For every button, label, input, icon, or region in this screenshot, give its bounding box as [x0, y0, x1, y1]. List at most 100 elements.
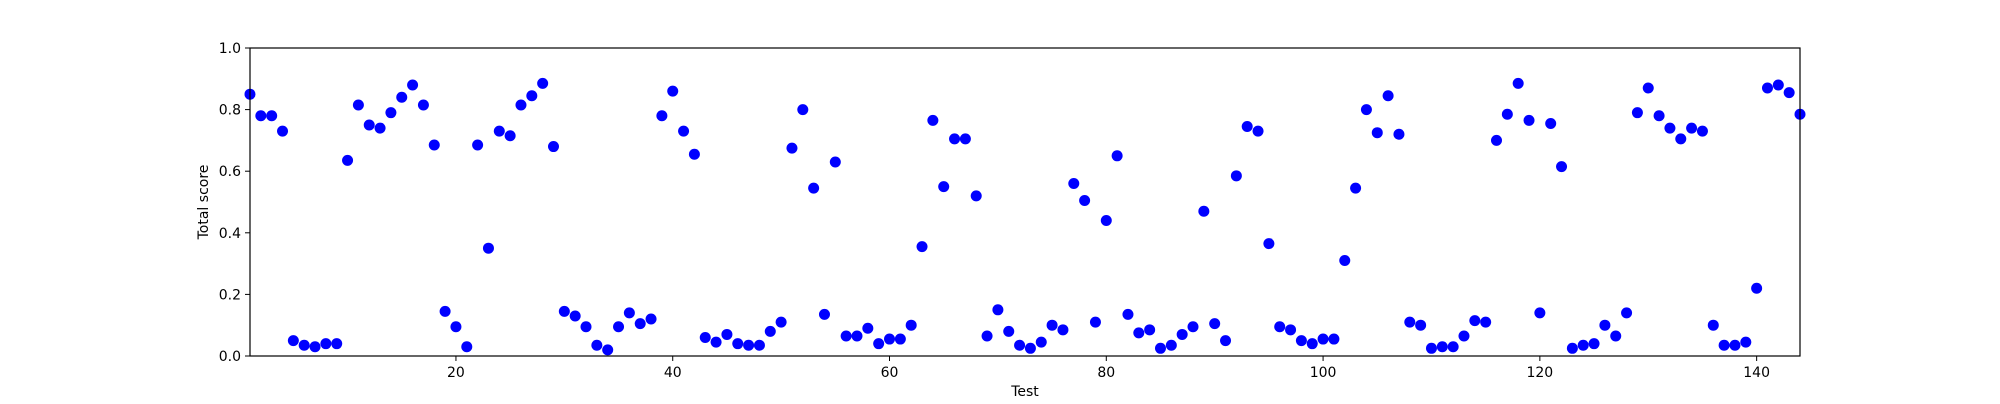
data-point [959, 133, 971, 145]
y-tick-label: 0.8 [219, 103, 241, 119]
data-point [710, 336, 722, 348]
data-point [439, 305, 451, 317]
y-tick-label: 0.0 [219, 349, 241, 365]
data-point [981, 330, 993, 342]
data-point [417, 99, 429, 111]
data-point [1285, 324, 1297, 336]
x-axis-label: Test [1010, 384, 1039, 400]
y-axis-label: Total score [196, 165, 212, 241]
data-point [1718, 339, 1730, 351]
data-point [407, 79, 419, 91]
data-points [244, 77, 1806, 356]
data-point [1024, 342, 1036, 354]
data-point [1057, 324, 1069, 336]
data-point [808, 182, 820, 194]
data-point [688, 148, 700, 160]
data-point [732, 338, 744, 350]
data-point [1274, 321, 1286, 333]
data-point [927, 114, 939, 126]
data-point [1588, 338, 1600, 350]
data-point [309, 341, 321, 353]
data-point [1599, 319, 1611, 331]
data-point [1111, 150, 1123, 162]
data-point [743, 339, 755, 351]
axis-ticks: 20 40 60 80 100 120 140 0.0 0.2 0.4 0.6 0.8 1.0 [219, 41, 1770, 381]
x-tick-label: 140 [1743, 365, 1770, 381]
data-point [1664, 122, 1676, 134]
data-point [634, 318, 646, 330]
data-point [1772, 79, 1784, 91]
data-point [1751, 282, 1763, 294]
data-point [786, 142, 798, 154]
data-point [1707, 319, 1719, 331]
data-point [764, 325, 776, 337]
data-point [645, 313, 657, 325]
data-point [450, 321, 462, 333]
data-point [1165, 339, 1177, 351]
data-point [1035, 336, 1047, 348]
data-point [1176, 328, 1188, 340]
data-point [1610, 330, 1622, 342]
data-point [396, 91, 408, 103]
data-point [1198, 205, 1210, 217]
data-point [1545, 117, 1557, 129]
data-point [905, 319, 917, 331]
data-point [1469, 315, 1481, 327]
x-tick-label: 40 [664, 365, 682, 381]
data-point [1241, 121, 1253, 133]
data-point [818, 308, 830, 320]
data-point [949, 133, 961, 145]
data-point [569, 310, 581, 322]
data-point [862, 322, 874, 334]
data-point [1675, 133, 1687, 145]
data-point [428, 139, 440, 151]
data-point [1154, 342, 1166, 354]
data-point [363, 119, 375, 131]
data-point [1220, 335, 1232, 347]
data-point [613, 321, 625, 333]
data-point [1761, 82, 1773, 94]
data-point [461, 341, 473, 353]
data-point [721, 328, 733, 340]
data-point [493, 125, 505, 137]
data-point [699, 332, 711, 344]
data-point [472, 139, 484, 151]
data-point [1230, 170, 1242, 182]
data-point [1187, 321, 1199, 333]
data-point [623, 307, 635, 319]
data-point [775, 316, 787, 328]
data-point [515, 99, 527, 111]
data-point [1696, 125, 1708, 137]
data-point [1425, 342, 1437, 354]
data-point [277, 125, 289, 137]
data-point [916, 241, 928, 253]
y-tick-label: 0.4 [219, 226, 241, 242]
data-point [1393, 128, 1405, 140]
plot-area [250, 48, 1800, 356]
plot-frame [249, 47, 1801, 357]
x-tick-label: 60 [881, 365, 899, 381]
data-point [1079, 194, 1091, 206]
data-point [1447, 341, 1459, 353]
data-point [1491, 134, 1503, 146]
data-point [1144, 324, 1156, 336]
data-point [1209, 318, 1221, 330]
y-tick-label: 0.6 [219, 164, 241, 180]
data-point [1263, 238, 1275, 250]
data-point [1382, 90, 1394, 102]
data-point [1350, 182, 1362, 194]
data-point [667, 85, 679, 97]
x-tick-label: 100 [1310, 365, 1337, 381]
data-point [1360, 104, 1372, 116]
data-point [1100, 214, 1112, 226]
data-point [547, 141, 559, 153]
data-point [537, 77, 549, 89]
data-point [1122, 308, 1134, 320]
data-point [526, 90, 538, 102]
data-point [298, 339, 310, 351]
data-point [1089, 316, 1101, 328]
data-point [753, 339, 765, 351]
data-point [873, 338, 885, 350]
